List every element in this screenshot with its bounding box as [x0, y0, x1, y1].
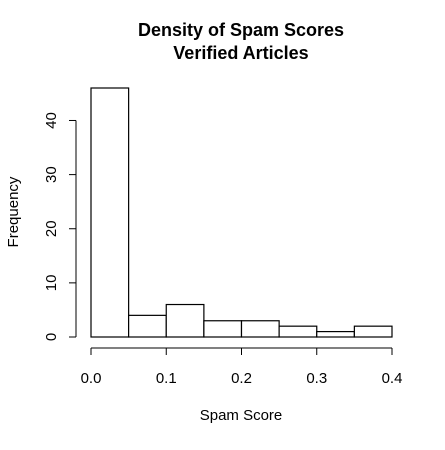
x-axis-title: Spam Score: [200, 407, 283, 424]
histogram-bar-5: [278, 325, 318, 338]
histogram-bar-0: [90, 87, 130, 338]
histogram-bar-7: [353, 325, 393, 338]
y-tick-label-3: 30: [43, 166, 60, 183]
histogram-bar-3: [203, 320, 243, 338]
histogram-bar-4: [240, 320, 280, 338]
chart-title-line-2: Verified Articles: [173, 43, 308, 63]
y-axis: 0 10 20 30 40: [43, 112, 77, 341]
histogram-bar-2: [165, 303, 205, 338]
y-tick-label-1: 10: [43, 275, 60, 292]
histogram-bar-6: [316, 330, 355, 338]
x-axis: 0.0 0.1 0.2 0.3 0.4: [81, 347, 403, 387]
x-tick-label-3: 0.3: [306, 370, 327, 387]
histogram-bar-1: [128, 314, 167, 338]
histogram-bars: [90, 87, 393, 338]
x-tick-label-2: 0.2: [231, 370, 252, 387]
x-tick-label-0: 0.0: [81, 370, 102, 387]
x-tick-label-4: 0.4: [382, 370, 403, 387]
x-tick-label-1: 0.1: [156, 370, 177, 387]
y-tick-label-4: 40: [43, 112, 60, 129]
chart-title: Density of Spam Scores Verified Articles: [138, 20, 344, 63]
chart-title-line-1: Density of Spam Scores: [138, 20, 344, 40]
y-axis-title: Frequency: [5, 176, 22, 247]
y-tick-label-0: 0: [43, 333, 60, 341]
y-tick-label-2: 20: [43, 220, 60, 237]
